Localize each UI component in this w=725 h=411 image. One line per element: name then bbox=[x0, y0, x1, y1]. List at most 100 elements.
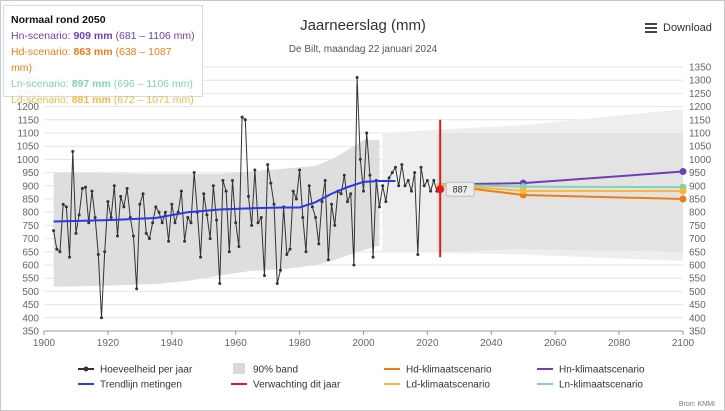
x-tick-label: 1960 bbox=[225, 338, 248, 349]
info-row-hd: Hd-scenario: 863 mm (638 – 1087 mm) bbox=[11, 44, 195, 76]
y-tick-label-left: 1000 bbox=[17, 155, 40, 166]
observation-point bbox=[218, 281, 222, 285]
info-row-ld: Ld-scenario: 881 mm (672 – 1071 mm) bbox=[11, 92, 195, 108]
y-tick-label-left: 600 bbox=[22, 261, 39, 272]
observation-point bbox=[71, 149, 75, 153]
observation-point bbox=[224, 189, 228, 193]
scenario-point bbox=[679, 187, 687, 195]
download-button[interactable]: Download bbox=[645, 19, 712, 37]
observation-point bbox=[208, 237, 212, 241]
chart-subtitle: De Bilt, maandag 22 januari 2024 bbox=[289, 44, 438, 55]
y-tick-label-left: 650 bbox=[22, 247, 39, 258]
legend-item[interactable]: Ln-klimaatscenario bbox=[537, 380, 643, 391]
observation-point bbox=[365, 131, 369, 135]
observation-point bbox=[144, 231, 148, 235]
observation-point bbox=[256, 221, 260, 225]
plot-area: 350 350 400 400 450 450 500 500 550 550 600 600 650 6… bbox=[17, 63, 712, 350]
observation-point bbox=[259, 215, 263, 219]
observation-point bbox=[192, 171, 196, 175]
observation-point bbox=[135, 287, 139, 291]
x-tick-label: 1980 bbox=[288, 338, 311, 349]
observation-point bbox=[419, 165, 423, 169]
observation-point bbox=[323, 179, 327, 183]
info-title: Normaal rond 2050 bbox=[11, 14, 106, 26]
x-tick-label: 1900 bbox=[33, 338, 56, 349]
legend[interactable]: Hoeveelheid per jaar 90% band Hd-klimaatsc… bbox=[78, 363, 645, 391]
y-tick-label-right: 800 bbox=[689, 208, 706, 219]
legend-label: Ld-klimaatscenario bbox=[406, 380, 490, 391]
legend-item[interactable]: Hn-klimaatscenario bbox=[537, 365, 645, 376]
observation-point bbox=[64, 205, 68, 209]
observation-point bbox=[362, 189, 365, 193]
legend-item[interactable]: Hd-klimaatscenario bbox=[384, 365, 492, 376]
y-tick-label-right: 1100 bbox=[689, 129, 711, 140]
observation-point bbox=[61, 202, 65, 206]
observation-point bbox=[227, 250, 231, 254]
observation-point bbox=[250, 223, 254, 227]
legend-item[interactable]: Verwachting dit jaar bbox=[231, 380, 341, 391]
observation-point bbox=[154, 205, 158, 209]
y-tick-label-right: 1000 bbox=[689, 155, 712, 166]
x-tick-label: 2040 bbox=[480, 338, 503, 349]
y-tick-label-right: 550 bbox=[689, 274, 706, 285]
y-tick-label-left: 850 bbox=[22, 195, 39, 206]
observation-point bbox=[317, 242, 321, 246]
observation-point bbox=[68, 255, 72, 259]
observation-point bbox=[138, 202, 142, 206]
info-range: (672 – 1071 mm) bbox=[113, 94, 194, 106]
y-tick-label-right: 650 bbox=[689, 247, 706, 258]
info-label: Ld-scenario: bbox=[11, 94, 72, 106]
x-tick-label: 2000 bbox=[352, 338, 375, 349]
observation-point bbox=[432, 179, 436, 183]
info-label: Ln-scenario: bbox=[11, 78, 72, 90]
legend-item[interactable]: Trendlijn metingen bbox=[78, 380, 182, 391]
observation-point bbox=[240, 115, 244, 119]
x-tick-label: 2080 bbox=[608, 338, 631, 349]
observation-point bbox=[416, 252, 420, 256]
observation-point bbox=[179, 189, 183, 193]
observation-point bbox=[262, 274, 266, 278]
legend-item[interactable]: 90% band bbox=[233, 363, 298, 376]
observation-point bbox=[269, 181, 273, 185]
info-row-ln: Ln-scenario: 897 mm (696 – 1106 mm) bbox=[11, 76, 195, 92]
y-tick-label-right: 1250 bbox=[689, 89, 712, 100]
observation-point bbox=[333, 223, 337, 227]
forecast-data-label: 887 bbox=[453, 185, 468, 195]
legend-item[interactable]: Ld-klimaatscenario bbox=[384, 380, 490, 391]
hamburger-icon bbox=[645, 21, 657, 35]
y-tick-label-left: 900 bbox=[22, 181, 39, 192]
y-tick-label-right: 700 bbox=[689, 234, 706, 245]
legend-item[interactable]: Hoeveelheid per jaar bbox=[78, 365, 193, 376]
info-label: Hd-scenario: bbox=[11, 46, 74, 58]
info-value: 863 mm bbox=[73, 46, 113, 58]
observation-point bbox=[112, 184, 116, 188]
forecast-point bbox=[436, 185, 445, 194]
y-tick-label-right: 350 bbox=[689, 327, 706, 338]
observation-point bbox=[400, 163, 404, 167]
observation-point bbox=[151, 221, 155, 225]
observation-point bbox=[115, 234, 119, 238]
observation-point bbox=[106, 200, 110, 204]
info-range: (696 – 1106 mm) bbox=[113, 78, 193, 90]
observation-point bbox=[425, 179, 429, 183]
observation-point bbox=[422, 184, 426, 188]
observation-point bbox=[342, 173, 346, 177]
observation-point bbox=[253, 168, 257, 172]
info-row-hn: Hn-scenario: 909 mm (681 – 1106 mm) bbox=[11, 28, 195, 44]
y-tick-label-right: 450 bbox=[689, 300, 706, 311]
observation-point bbox=[294, 197, 298, 201]
observation-point bbox=[406, 179, 410, 183]
observation-point bbox=[384, 200, 388, 204]
observation-point bbox=[390, 171, 394, 175]
y-tick-label-left: 750 bbox=[22, 221, 39, 232]
observation-point bbox=[368, 173, 372, 177]
observation-point bbox=[358, 157, 362, 161]
x-tick-label: 2100 bbox=[672, 338, 695, 349]
x-tick-label: 2060 bbox=[544, 338, 567, 349]
observation-point bbox=[55, 247, 59, 251]
credit: Bron: KNMI bbox=[679, 401, 715, 408]
observation-point bbox=[278, 268, 282, 272]
y-tick-label-left: 550 bbox=[22, 274, 39, 285]
legend-label: 90% band bbox=[253, 365, 298, 376]
